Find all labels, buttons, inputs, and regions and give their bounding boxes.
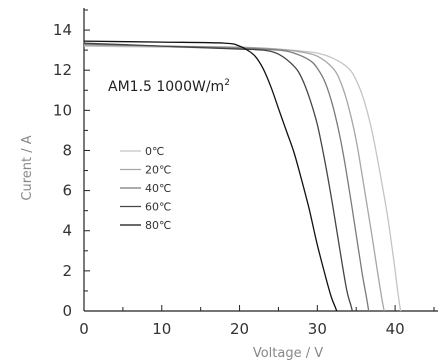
irradiance-annotation: AM1.5 1000W/m2 xyxy=(108,78,230,95)
y-tick-label: 12 xyxy=(53,61,72,79)
series-line-1 xyxy=(83,44,385,312)
legend-label: 80℃ xyxy=(145,219,171,232)
x-tick-label: 20 xyxy=(230,320,249,338)
legend-label: 60℃ xyxy=(145,201,171,214)
x-axis-title: Voltage / V xyxy=(253,346,323,361)
y-tick-label: 14 xyxy=(53,21,72,39)
y-ticks: 0 2 4 6 8 10 12 14 xyxy=(53,9,90,320)
series-line-3 xyxy=(83,42,353,312)
x-tick-label: 0 xyxy=(79,320,89,338)
x-tick-label: 30 xyxy=(308,320,327,338)
series-line-4 xyxy=(83,40,338,312)
legend-label: 40℃ xyxy=(145,182,171,195)
y-tick-label: 10 xyxy=(53,101,72,119)
legend-label: 0℃ xyxy=(145,145,164,158)
x-ticks: 0 10 20 30 40 xyxy=(79,305,435,338)
x-tick-label: 40 xyxy=(386,320,405,338)
legend: 0℃ 20℃ 40℃ 60℃ 80℃ xyxy=(120,145,171,232)
y-tick-label: 0 xyxy=(62,302,72,320)
x-tick-label: 10 xyxy=(152,320,171,338)
legend-label: 20℃ xyxy=(145,164,171,177)
y-axis-title: Curent / A xyxy=(20,135,35,200)
y-tick-label: 8 xyxy=(62,141,72,159)
y-tick-label: 2 xyxy=(62,262,72,280)
y-tick-label: 6 xyxy=(62,182,72,200)
y-tick-label: 4 xyxy=(62,222,72,240)
axes xyxy=(83,8,438,312)
series-curves xyxy=(83,40,402,312)
